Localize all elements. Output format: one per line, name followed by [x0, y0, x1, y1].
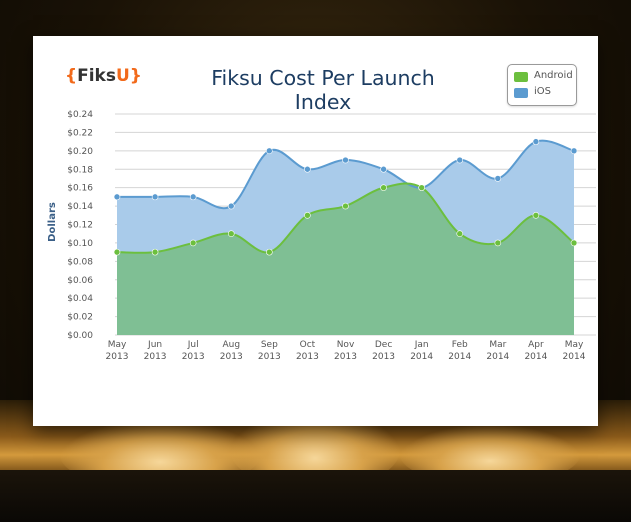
x-tick-label-month: May	[108, 340, 127, 350]
y-tick-label: $0.20	[67, 147, 93, 157]
y-tick-label: $0.22	[67, 128, 93, 138]
data-point-ios	[532, 138, 540, 145]
x-tick-label-year: 2014	[563, 352, 586, 362]
area-chart: $0.00 $0.02 $0.04 $0.06 $0.08 $0.10 $0.12 $0.14…	[47, 110, 596, 362]
data-point-android	[570, 239, 578, 247]
x-tick-label-month: Jan	[414, 340, 429, 350]
x-tick-label-year: 2013	[258, 352, 281, 362]
legend-swatch-android	[514, 72, 528, 82]
x-tick-label-month: Nov	[337, 340, 355, 350]
data-point-ios	[380, 165, 387, 173]
x-tick-label-year: 2013	[372, 352, 395, 362]
x-tick-label-month: Mar	[489, 340, 506, 350]
y-tick-label: $0.24	[67, 110, 93, 120]
logo-u: U	[115, 66, 130, 86]
data-point-android	[532, 211, 540, 219]
x-tick-label-month: Oct	[300, 340, 316, 350]
treeline-silhouette	[0, 470, 631, 522]
data-point-ios	[151, 193, 159, 201]
y-tick-label: $0.02	[67, 313, 93, 323]
legend-label-ios: iOS	[534, 86, 551, 97]
x-tick-label-year: 2014	[448, 352, 471, 362]
y-tick-label: $0.18	[67, 165, 93, 175]
data-point-ios	[266, 147, 273, 155]
chart-legend: Android iOS	[507, 64, 577, 106]
x-tick-label-year: 2013	[182, 352, 205, 362]
y-tick-label: $0.00	[67, 331, 93, 341]
x-tick-label-year: 2014	[410, 352, 433, 362]
data-point-android	[189, 239, 197, 247]
series-points	[113, 138, 578, 256]
logo-close-brace: }	[129, 66, 142, 86]
data-point-ios	[342, 156, 349, 164]
x-tick-label-year: 2013	[296, 352, 319, 362]
data-point-ios	[494, 175, 502, 182]
y-tick-label: $0.06	[67, 276, 93, 286]
data-point-android	[494, 239, 502, 247]
y-tick-label: $0.16	[67, 184, 93, 194]
fiksu-logo: {FiksU}	[65, 66, 142, 86]
chart-title: Fiksu Cost Per Launch Index	[211, 66, 435, 114]
data-point-android	[456, 230, 464, 238]
x-tick-label-year: 2014	[486, 352, 509, 362]
y-tick-label: $0.04	[67, 294, 93, 304]
logo-text: Fiks	[77, 66, 116, 86]
y-tick-labels: $0.00 $0.02 $0.04 $0.06 $0.08 $0.10 $0.12 $0.14…	[67, 110, 93, 341]
data-point-android	[113, 248, 121, 256]
x-tick-label-year: 2013	[220, 352, 243, 362]
data-point-android	[227, 230, 235, 238]
legend-swatch-ios	[514, 88, 528, 98]
y-tick-label: $0.14	[67, 202, 93, 212]
x-tick-label-month: Sep	[261, 340, 278, 350]
y-tick-label: $0.12	[67, 221, 93, 231]
x-tick-label-year: 2013	[334, 352, 357, 362]
x-tick-label-year: 2013	[144, 352, 167, 362]
data-point-ios	[227, 202, 235, 210]
legend-label-android: Android	[534, 70, 573, 81]
data-point-ios	[113, 193, 121, 201]
data-point-ios	[456, 156, 464, 164]
y-axis-label: Dollars	[47, 202, 58, 242]
data-point-android	[266, 248, 273, 256]
logo-open-brace: {	[65, 66, 78, 86]
x-tick-label-month: Aug	[222, 340, 240, 350]
data-point-ios	[189, 193, 197, 201]
x-tick-label-year: 2013	[106, 352, 129, 362]
data-point-android	[380, 184, 387, 191]
data-point-android	[304, 211, 311, 219]
x-tick-label-month: Apr	[528, 340, 544, 350]
chart-card: {FiksU} Fiksu Cost Per Launch Index Andr…	[33, 36, 598, 426]
x-tick-label-month: Jun	[147, 340, 162, 350]
x-tick-label-month: Dec	[375, 340, 392, 350]
data-point-ios	[304, 165, 311, 173]
data-point-android	[418, 184, 425, 191]
area-android	[117, 183, 574, 335]
x-tick-label-month: Feb	[452, 340, 468, 350]
x-tick-label-year: 2014	[524, 352, 547, 362]
x-tick-label-month: May	[565, 340, 584, 350]
data-point-ios	[570, 147, 578, 155]
y-tick-label: $0.08	[67, 257, 93, 267]
x-tick-labels: May 2013 Jun 2013 Jul 2013 Aug 2013 Sep 2013 Oct 20…	[106, 340, 586, 362]
series-areas	[117, 140, 574, 335]
x-tick-label-month: Jul	[187, 340, 199, 350]
data-point-android	[342, 202, 349, 210]
data-point-android	[151, 248, 159, 256]
y-tick-label: $0.10	[67, 239, 93, 249]
